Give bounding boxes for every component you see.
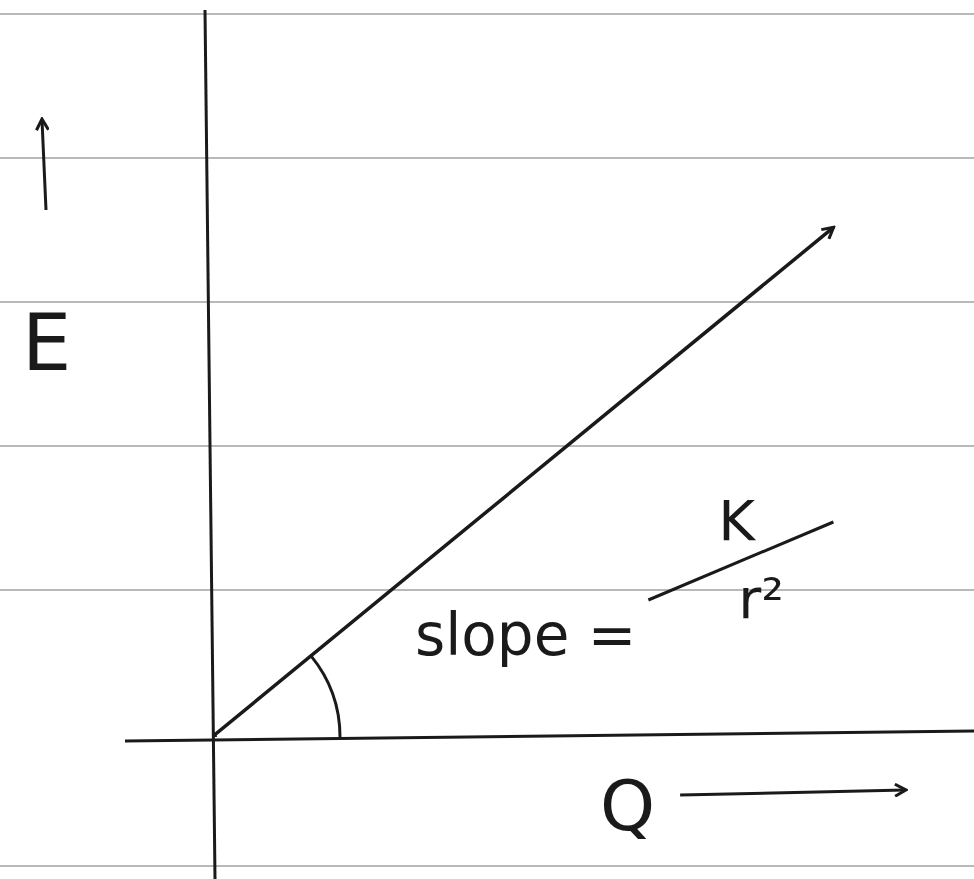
chart: E Qslope = Kr² <box>0 0 974 879</box>
angle-arc <box>311 656 340 737</box>
paper-rule <box>0 157 974 159</box>
x-axis <box>125 731 974 741</box>
paper-rule <box>0 445 974 447</box>
annotation-numerator: K <box>718 488 756 553</box>
annotation-denominator: r² <box>738 566 783 631</box>
paper-rule <box>0 589 974 591</box>
paper-rule <box>0 865 974 867</box>
annotation-text: slope = <box>415 601 636 669</box>
y-label: E <box>22 298 71 388</box>
origin-dot <box>212 732 217 737</box>
data-line <box>212 228 833 737</box>
x-label: Q <box>600 765 655 847</box>
plot-group <box>212 228 833 737</box>
x-arrow <box>680 790 905 795</box>
paper-rule <box>0 301 974 303</box>
y-axis <box>205 10 215 879</box>
paper-rule <box>0 13 974 15</box>
y-arrow <box>42 120 46 210</box>
